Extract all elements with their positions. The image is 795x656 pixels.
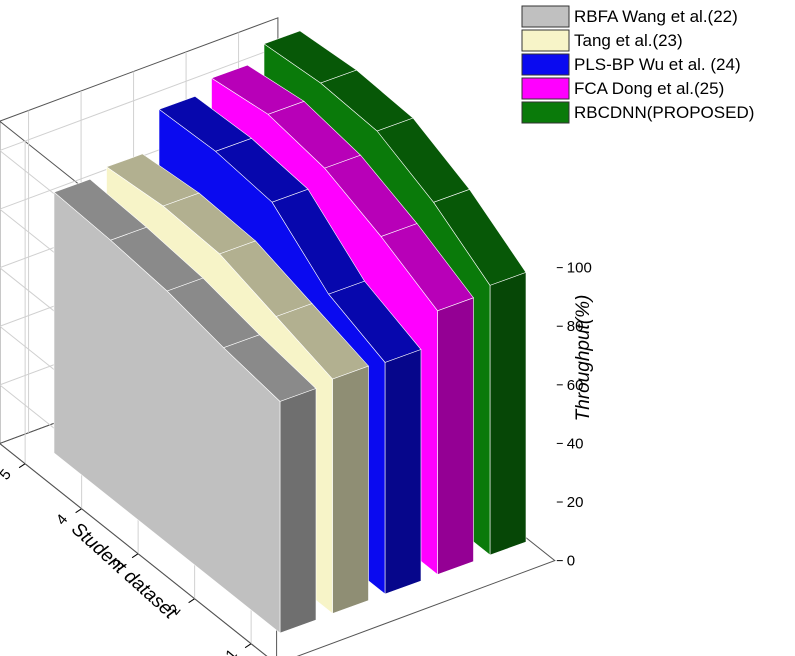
wall-end-face: [437, 297, 474, 575]
wall-end-face: [279, 388, 317, 634]
legend-swatch: [521, 53, 570, 76]
z-tick-label: 0: [567, 553, 575, 570]
x-tick-mark: [188, 598, 195, 604]
legend-label: RBCDNN(PROPOSED): [574, 103, 754, 122]
series-walls: [53, 30, 527, 634]
z-tick-label: 40: [567, 435, 584, 452]
legend-swatch: [521, 5, 570, 28]
legend-label: FCA Dong et al.(25): [574, 79, 724, 98]
x-tick-label: 1: [222, 646, 240, 656]
wall-series-0: [53, 178, 317, 634]
wall-end-face: [489, 271, 527, 556]
z-axis-title: Throughput(%): [573, 295, 594, 422]
wall-end-face: [384, 349, 422, 595]
x-tick-label: 4: [53, 511, 71, 528]
z-tick-label: 100: [567, 260, 592, 277]
z-tick-label: 60: [567, 377, 584, 394]
z-tick-label: 20: [567, 494, 584, 511]
x-tick-mark: [18, 463, 26, 469]
wall-front-face: [53, 191, 281, 634]
z-tick-label: 80: [567, 318, 584, 335]
legend-swatch: [521, 29, 570, 52]
legend-swatch: [521, 101, 570, 124]
wall-end-face: [332, 365, 369, 614]
legend-label: RBFA Wang et al.(22): [574, 7, 738, 26]
x-tick-mark: [131, 553, 139, 559]
x-tick-label: 5: [0, 466, 15, 483]
legend-swatch: [521, 77, 570, 100]
legend-label: Tang et al.(23): [574, 31, 683, 50]
legend-label: PLS-BP Wu et al. (24): [574, 55, 741, 74]
legend: RBFA Wang et al.(22) Tang et al.(23) PLS-B…: [521, 5, 754, 124]
x-tick-mark: [75, 508, 82, 514]
x-tick-mark: [244, 643, 252, 649]
